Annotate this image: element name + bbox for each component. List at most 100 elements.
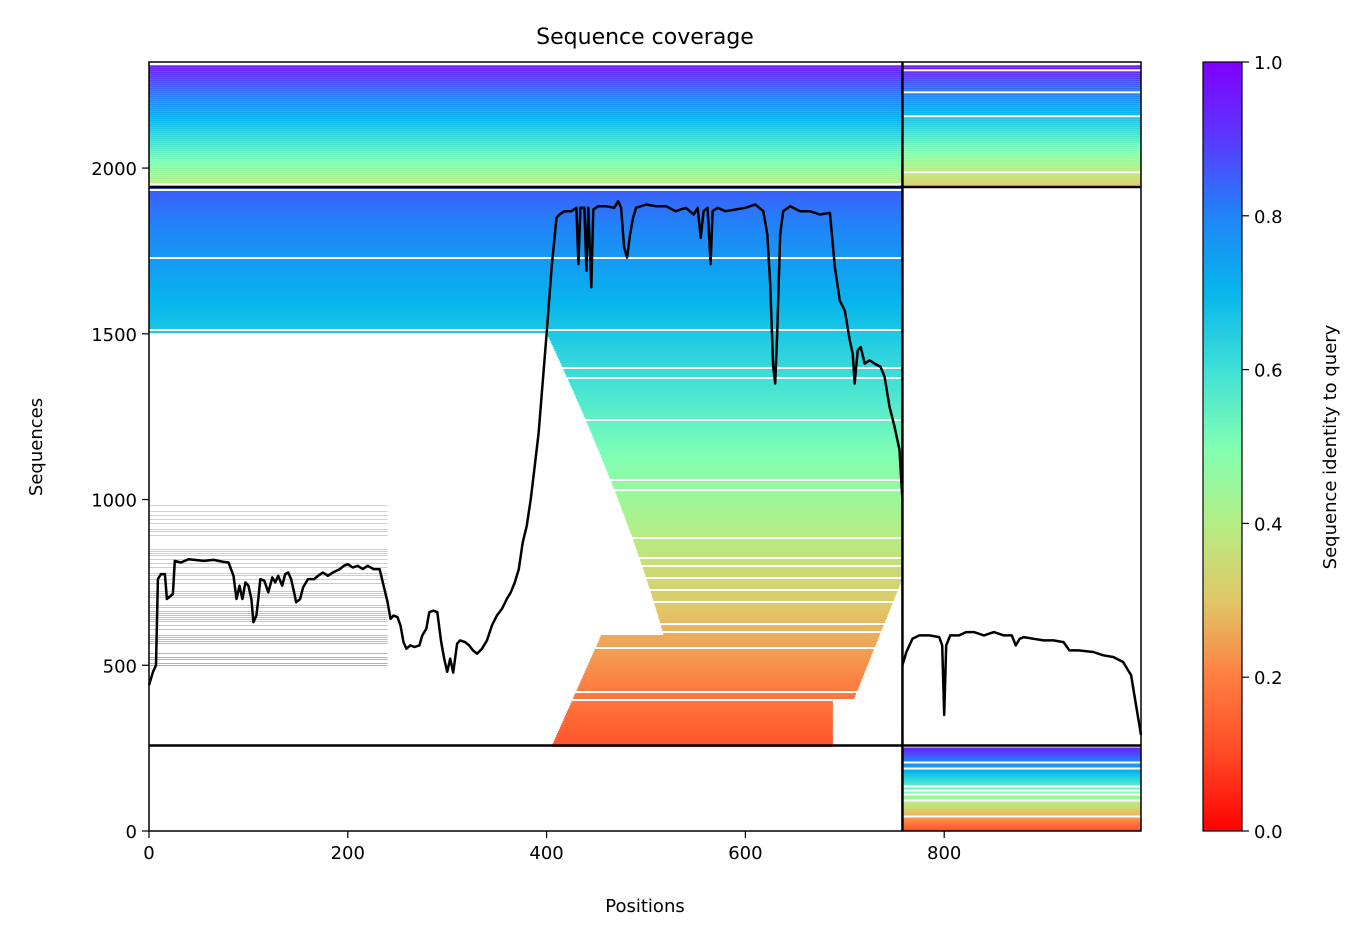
coverage-row bbox=[902, 803, 1141, 806]
coverage-row bbox=[593, 437, 903, 439]
colorbar-tick-label: 0.4 bbox=[1254, 514, 1283, 535]
coverage-row bbox=[149, 613, 388, 614]
coverage-row bbox=[902, 791, 1141, 794]
coverage-row bbox=[625, 519, 903, 521]
coverage-row bbox=[902, 141, 1141, 144]
coverage-row bbox=[149, 77, 903, 80]
coverage-row bbox=[149, 133, 903, 136]
coverage-row bbox=[149, 331, 903, 333]
colorbar-tick-label: 1.0 bbox=[1254, 53, 1283, 74]
coverage-row bbox=[562, 721, 833, 723]
coverage-row bbox=[149, 621, 388, 622]
coverage-row bbox=[902, 129, 1141, 132]
coverage-row bbox=[902, 775, 1141, 778]
coverage-row bbox=[553, 741, 833, 743]
coverage-row bbox=[149, 235, 903, 237]
coverage-row bbox=[902, 773, 1141, 776]
coverage-row bbox=[149, 505, 388, 506]
coverage-row bbox=[902, 139, 1141, 142]
y-tick-label: 0 bbox=[126, 822, 137, 843]
coverage-row bbox=[149, 519, 388, 520]
coverage-row bbox=[607, 471, 903, 473]
coverage-row bbox=[902, 757, 1141, 760]
coverage-row bbox=[902, 777, 1141, 780]
coverage-row bbox=[662, 629, 882, 631]
coverage-row bbox=[902, 155, 1141, 158]
coverage-row bbox=[628, 527, 903, 529]
coverage-row bbox=[902, 85, 1141, 88]
coverage-row bbox=[578, 685, 860, 687]
coverage-row bbox=[616, 495, 903, 497]
coverage-row bbox=[149, 657, 388, 658]
coverage-row bbox=[902, 145, 1141, 148]
coverage-row bbox=[149, 131, 903, 134]
coverage-row bbox=[149, 129, 903, 132]
coverage-row bbox=[598, 449, 903, 451]
coverage-row bbox=[604, 465, 903, 467]
coverage-row bbox=[149, 155, 903, 158]
coverage-row bbox=[617, 497, 903, 499]
coverage-row bbox=[902, 781, 1141, 784]
coverage-row bbox=[902, 109, 1141, 112]
coverage-row bbox=[651, 593, 897, 595]
coverage-row bbox=[149, 289, 903, 291]
coverage-row bbox=[149, 83, 903, 86]
coverage-row bbox=[637, 551, 903, 553]
coverage-row bbox=[554, 349, 903, 351]
coverage-row bbox=[149, 143, 903, 146]
x-axis-label: Positions bbox=[605, 896, 684, 917]
coverage-row bbox=[149, 553, 388, 554]
coverage-row bbox=[902, 827, 1141, 830]
coverage-row bbox=[149, 279, 903, 281]
coverage-row bbox=[902, 131, 1141, 134]
colorbar-tick-label: 0.8 bbox=[1254, 207, 1283, 228]
coverage-row bbox=[902, 89, 1141, 92]
coverage-row bbox=[149, 299, 903, 301]
y-tick-label: 1000 bbox=[91, 491, 137, 512]
coverage-row bbox=[149, 149, 903, 152]
coverage-row bbox=[561, 723, 833, 725]
coverage-row bbox=[902, 67, 1141, 70]
coverage-row bbox=[623, 513, 903, 515]
coverage-row bbox=[558, 357, 903, 359]
coverage-row bbox=[902, 79, 1141, 82]
coverage-row bbox=[902, 99, 1141, 102]
coverage-row bbox=[902, 81, 1141, 84]
coverage-row bbox=[149, 611, 388, 612]
coverage-row bbox=[556, 735, 833, 737]
coverage-row bbox=[149, 241, 903, 243]
coverage-row bbox=[149, 605, 388, 606]
coverage-heatmap bbox=[149, 65, 1141, 832]
coverage-row bbox=[149, 127, 903, 130]
colorbar-tick-label: 0.6 bbox=[1254, 361, 1283, 382]
coverage-row bbox=[630, 533, 903, 535]
coverage-lines bbox=[147, 199, 1143, 736]
coverage-row bbox=[587, 665, 868, 667]
coverage-row bbox=[558, 729, 833, 731]
coverage-row bbox=[902, 103, 1141, 106]
coverage-row bbox=[149, 135, 903, 138]
coverage-row bbox=[149, 67, 903, 70]
coverage-row bbox=[149, 531, 388, 532]
coverage-row bbox=[557, 733, 833, 735]
coverage-row bbox=[579, 405, 903, 407]
coverage-row bbox=[149, 253, 903, 255]
coverage-row bbox=[575, 395, 903, 397]
coverage-row bbox=[149, 87, 903, 90]
coverage-row bbox=[149, 125, 903, 128]
coverage-row bbox=[559, 727, 833, 729]
coverage-row bbox=[149, 563, 388, 564]
coverage-row bbox=[149, 119, 903, 122]
coverage-row bbox=[149, 597, 388, 598]
coverage-row bbox=[902, 177, 1141, 180]
coverage-row bbox=[593, 651, 873, 653]
coverage-row bbox=[902, 153, 1141, 156]
coverage-row bbox=[556, 353, 903, 355]
coverage-row bbox=[560, 725, 833, 727]
coverage-row bbox=[658, 615, 888, 617]
coverage-row bbox=[604, 463, 903, 465]
coverage-row bbox=[149, 191, 903, 193]
coverage-row bbox=[902, 811, 1141, 814]
coverage-row bbox=[653, 599, 894, 601]
coverage-row bbox=[149, 79, 903, 82]
